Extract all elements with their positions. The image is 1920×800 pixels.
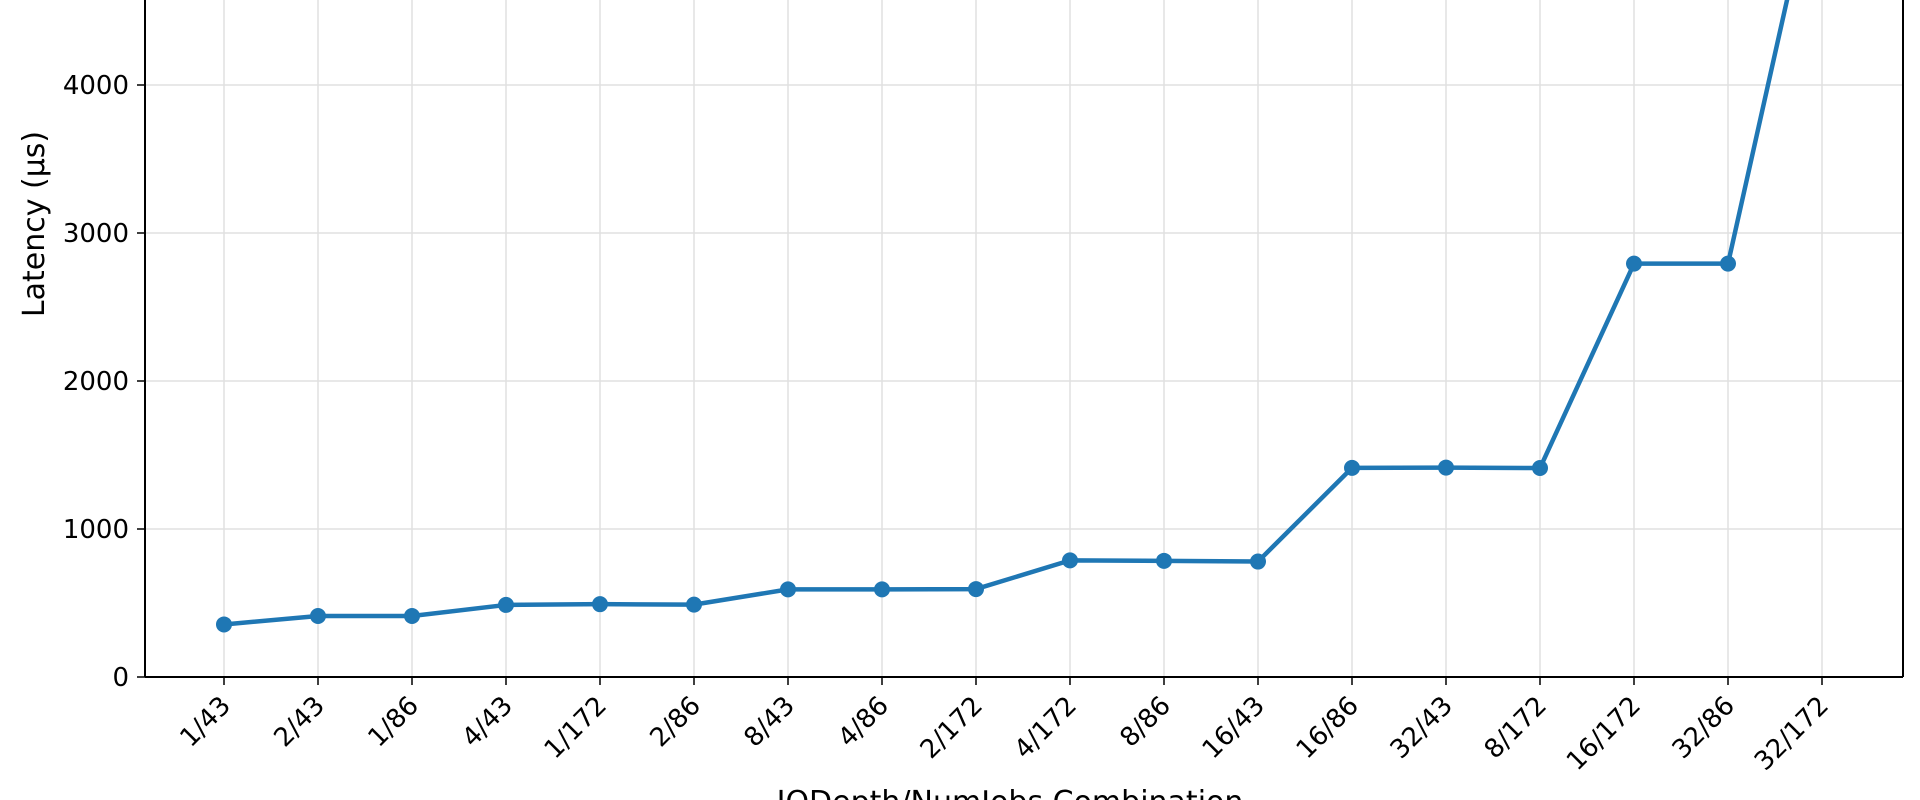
data-point (1344, 459, 1360, 476)
x-tick-label: 8/43 (738, 691, 801, 754)
data-point (1438, 459, 1454, 476)
y-tick-label: 1000 (63, 515, 129, 545)
data-point (968, 581, 984, 598)
x-tick-label: 16/86 (1291, 691, 1365, 765)
x-tick-label: 32/43 (1385, 691, 1459, 765)
x-tick-label: 1/43 (174, 691, 237, 754)
data-point (1626, 255, 1642, 272)
x-tick-label: 16/172 (1561, 691, 1647, 777)
x-tick-label: 2/172 (915, 691, 989, 765)
x-tick-label: 1/86 (362, 691, 425, 754)
axes (144, 0, 1904, 678)
x-axis-label: IODepth/NumJobs Combination (777, 785, 1244, 800)
x-tick-label: 2/86 (644, 691, 707, 754)
data-point (1062, 552, 1078, 569)
data-point (780, 581, 796, 598)
y-tick-label: 3000 (63, 219, 129, 249)
series-line (221, 0, 1790, 627)
y-tick-label: 2000 (63, 367, 129, 397)
data-point (1156, 552, 1172, 569)
x-tick-label: 1/172 (539, 691, 613, 765)
data-point (686, 596, 702, 613)
data-point (1532, 460, 1548, 477)
x-tick-label: 4/43 (456, 691, 519, 754)
y-tick-label: 4000 (63, 71, 129, 101)
series-group (216, 0, 1790, 633)
x-tick-label: 32/172 (1749, 691, 1835, 777)
x-tick-label: 8/172 (1479, 691, 1553, 765)
data-point (498, 596, 514, 613)
data-point (310, 608, 326, 625)
x-tick-label: 16/43 (1197, 691, 1271, 765)
x-tick-label: 32/86 (1667, 691, 1741, 765)
y-tick-label: 0 (112, 663, 129, 693)
y-axis-label: Latency (μs) (17, 131, 52, 317)
x-ticks: 1/43 2/43 1/86 4/43 1/172 2/86 8/43 4/86 2/172 4/… (174, 677, 1835, 777)
data-point (404, 608, 420, 625)
x-tick-label: 8/86 (1114, 691, 1177, 754)
x-tick-label: 4/86 (832, 691, 895, 754)
x-tick-label: 2/43 (268, 691, 331, 754)
data-point (216, 616, 232, 633)
x-tick-label: 4/172 (1009, 691, 1083, 765)
data-point (1720, 255, 1736, 272)
data-point (1250, 553, 1266, 570)
data-point (592, 596, 608, 613)
data-point (874, 581, 890, 598)
y-ticks: 0 1000 2000 3000 4000 (63, 71, 145, 693)
